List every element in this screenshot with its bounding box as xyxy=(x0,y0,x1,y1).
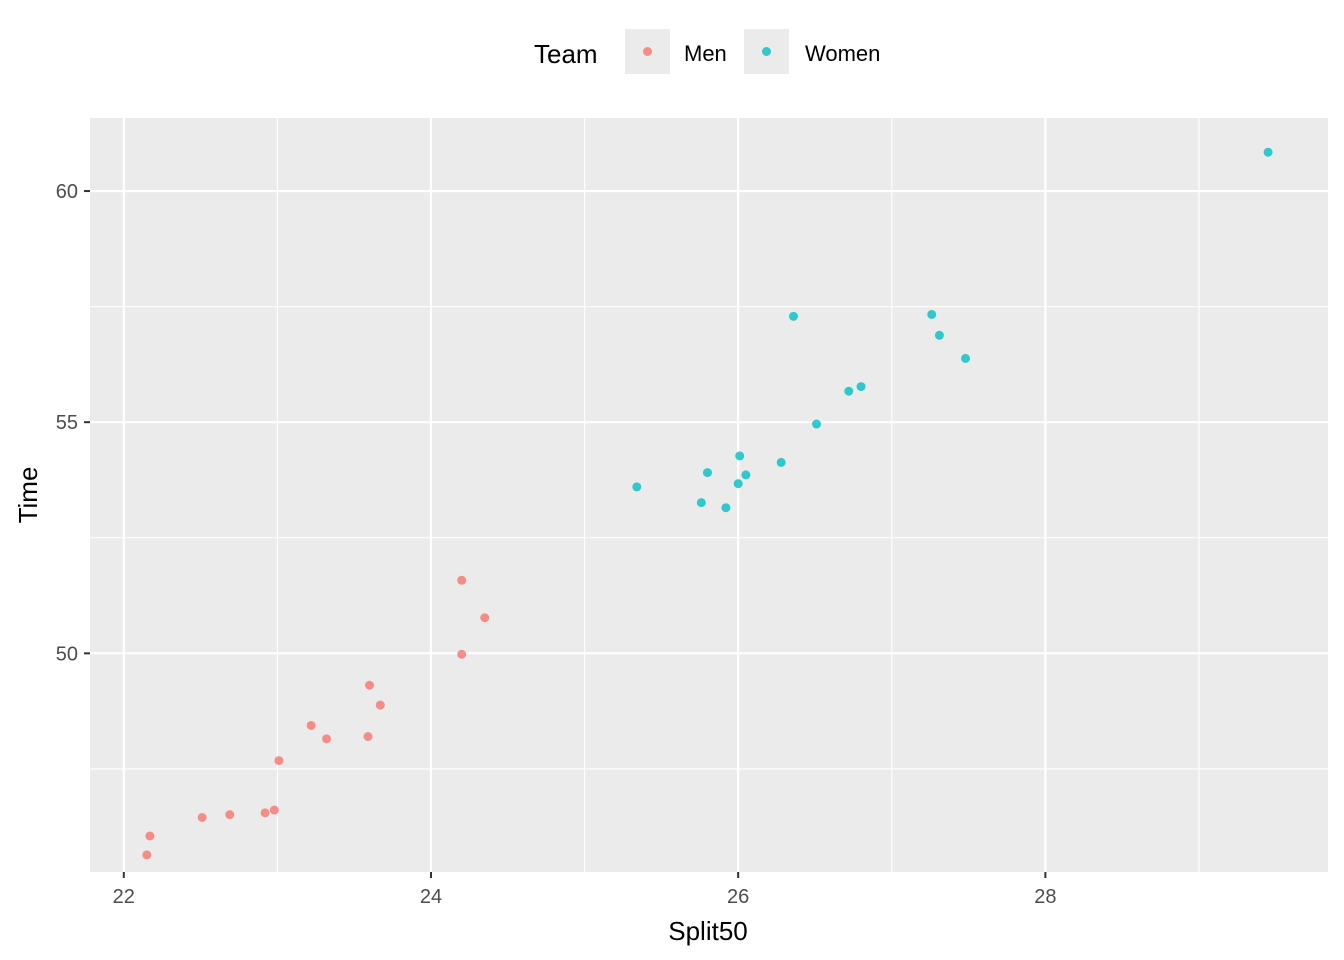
point-women xyxy=(812,419,822,429)
point-women xyxy=(788,311,798,321)
point-women xyxy=(927,309,937,319)
legend-label-men: Men xyxy=(684,41,727,66)
point-men xyxy=(225,810,235,820)
point-women xyxy=(721,503,731,513)
point-women xyxy=(702,468,712,478)
point-women xyxy=(856,382,866,392)
point-men xyxy=(365,680,375,690)
point-men xyxy=(363,732,373,742)
point-men xyxy=(375,700,385,710)
point-men xyxy=(322,734,332,744)
x-tick-label: 28 xyxy=(1034,886,1056,908)
point-men xyxy=(260,808,270,818)
data-points xyxy=(142,147,1273,860)
x-tick-label: 24 xyxy=(420,886,442,908)
point-men xyxy=(274,756,284,766)
legend-marker-men xyxy=(643,47,652,56)
point-women xyxy=(696,498,706,508)
point-men xyxy=(457,575,467,585)
legend: Team Men Women xyxy=(534,29,880,74)
x-axis-title: Split50 xyxy=(668,916,748,946)
x-tick-label: 22 xyxy=(113,886,135,908)
y-tick-label: 50 xyxy=(56,643,78,665)
point-men xyxy=(145,831,155,841)
point-women xyxy=(1263,147,1273,157)
point-men xyxy=(457,649,467,659)
y-tick-label: 60 xyxy=(56,181,78,203)
point-men xyxy=(269,805,279,815)
point-women xyxy=(934,330,944,340)
major-gridlines xyxy=(90,118,1328,872)
point-women xyxy=(733,479,743,489)
minor-gridlines xyxy=(90,118,1328,872)
point-women xyxy=(632,482,642,492)
y-axis-title: Time xyxy=(13,467,43,524)
point-women xyxy=(776,457,786,467)
x-tick-label: 26 xyxy=(727,886,749,908)
plot-panel xyxy=(90,118,1328,872)
point-women xyxy=(741,470,751,480)
x-axis: 22 24 26 28 xyxy=(113,872,1057,908)
point-men xyxy=(142,850,152,860)
legend-label-women: Women xyxy=(805,41,880,66)
point-women xyxy=(844,386,854,396)
point-women xyxy=(735,451,745,461)
point-men xyxy=(480,613,490,623)
legend-marker-women xyxy=(762,47,771,56)
y-tick-label: 55 xyxy=(56,412,78,434)
point-women xyxy=(961,353,971,363)
point-men xyxy=(306,720,316,730)
point-men xyxy=(197,812,207,822)
y-axis: 50 55 60 xyxy=(56,181,90,665)
legend-title: Team xyxy=(534,39,598,69)
